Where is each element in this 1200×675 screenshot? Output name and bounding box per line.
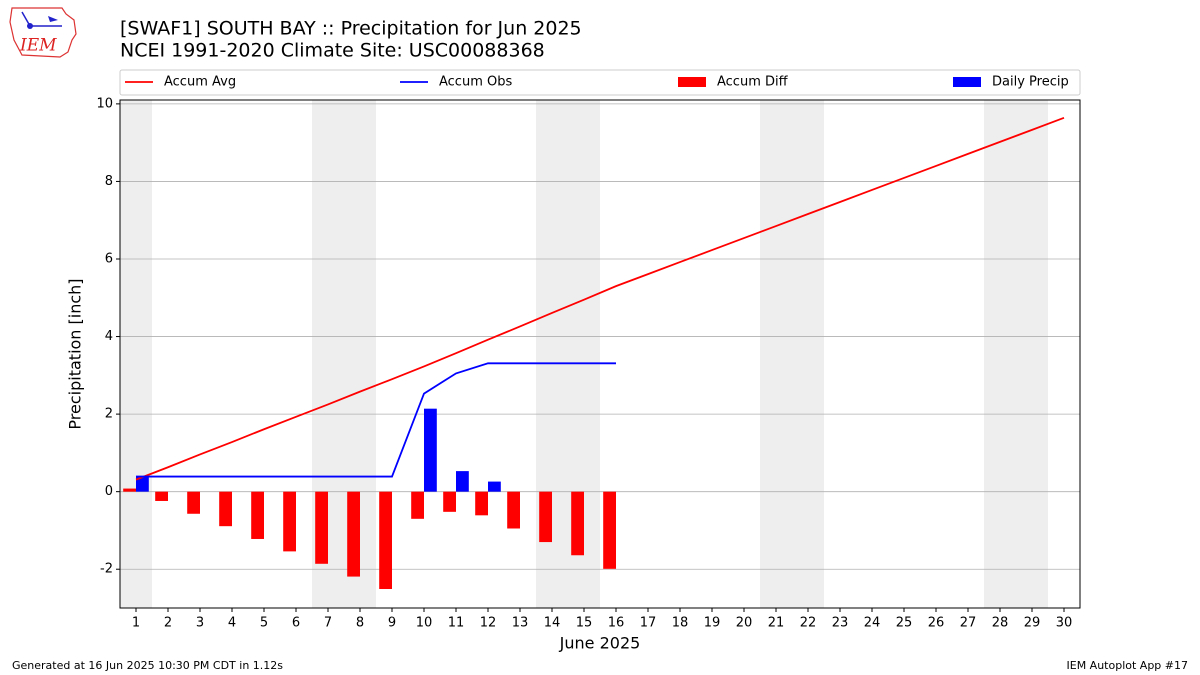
weekend-band (984, 100, 1016, 608)
y-tick-label: 0 (105, 484, 113, 499)
x-tick-label: 23 (832, 616, 849, 631)
footer-left: Generated at 16 Jun 2025 10:30 PM CDT in… (12, 659, 283, 672)
legend-label: Accum Diff (717, 75, 789, 90)
x-tick-label: 27 (960, 616, 977, 631)
line (135, 116, 1065, 481)
bar (187, 491, 200, 514)
logo-icon (48, 16, 58, 22)
x-tick-label: 28 (992, 616, 1009, 631)
x-tick-label: 9 (388, 616, 396, 631)
x-tick-label: 15 (576, 616, 593, 631)
x-tick-label: 6 (292, 616, 300, 631)
bar (219, 491, 232, 527)
logo-text: IEM (19, 36, 57, 56)
x-tick-label: 12 (480, 616, 497, 631)
x-tick-label: 26 (928, 616, 945, 631)
legend-box (119, 69, 1081, 96)
x-tick-label: 14 (544, 616, 561, 631)
x-tick-label: 29 (1024, 616, 1041, 631)
x-tick-label: 7 (324, 616, 332, 631)
logo: IEM (9, 7, 77, 58)
y-tick-label: 6 (105, 251, 113, 266)
weekend-band (1016, 100, 1048, 608)
legend-label: Accum Avg (164, 75, 236, 90)
x-tick-label: 3 (196, 616, 204, 631)
bar (507, 491, 520, 529)
x-tick-label: 13 (512, 616, 529, 631)
bar (443, 491, 456, 512)
x-tick-label: 22 (800, 616, 817, 631)
bar (424, 408, 437, 492)
y-tick-label: 8 (105, 174, 113, 189)
bar (475, 491, 488, 516)
x-tick-label: 30 (1056, 616, 1073, 631)
y-tick-label: 2 (105, 407, 113, 422)
bar (411, 491, 424, 519)
bar (456, 471, 469, 492)
bar (283, 491, 296, 552)
x-tick-label: 2 (164, 616, 172, 631)
bar (571, 491, 584, 556)
x-tick-label: 18 (672, 616, 689, 631)
legend-label: Accum Obs (439, 75, 512, 90)
x-tick-label: 10 (416, 616, 433, 631)
x-tick-label: 17 (640, 616, 657, 631)
x-tick-label: 4 (228, 616, 236, 631)
weekend-band (760, 100, 792, 608)
chart-subtitle: NCEI 1991-2020 Climate Site: USC00088368 (120, 40, 545, 62)
x-axis-label: June 2025 (559, 634, 641, 653)
bar (488, 481, 501, 492)
bar (347, 491, 360, 577)
bar (379, 491, 392, 589)
bar (539, 491, 552, 543)
bar (123, 488, 136, 492)
x-tick-label: 19 (704, 616, 721, 631)
y-axis-label: Precipitation [inch] (66, 278, 85, 429)
bar (136, 476, 149, 492)
x-tick-label: 21 (768, 616, 785, 631)
x-tick-label: 1 (132, 616, 140, 631)
x-tick-label: 11 (448, 616, 465, 631)
x-tick-label: 16 (608, 616, 625, 631)
legend-label: Daily Precip (992, 75, 1069, 90)
x-tick-label: 5 (260, 616, 268, 631)
footer-right: IEM Autoplot App #17 (1067, 659, 1189, 672)
x-tick-label: 25 (896, 616, 913, 631)
bar (155, 491, 168, 501)
x-tick-label: 8 (356, 616, 364, 631)
bar (603, 491, 616, 569)
bar (251, 491, 264, 539)
x-tick-label: 24 (864, 616, 881, 631)
weekend-band (120, 100, 152, 608)
y-tick-label: 10 (96, 96, 113, 111)
y-tick-label: -2 (100, 562, 113, 577)
chart-title: [SWAF1] SOUTH BAY :: Precipitation for J… (120, 18, 582, 40)
x-tick-label: 20 (736, 616, 753, 631)
bar (315, 491, 328, 564)
legend-swatch (678, 77, 706, 87)
weekend-band (792, 100, 824, 608)
line (136, 362, 616, 478)
y-tick-label: 4 (105, 329, 113, 344)
legend-swatch (953, 77, 981, 87)
plot-frame (119, 99, 1081, 609)
